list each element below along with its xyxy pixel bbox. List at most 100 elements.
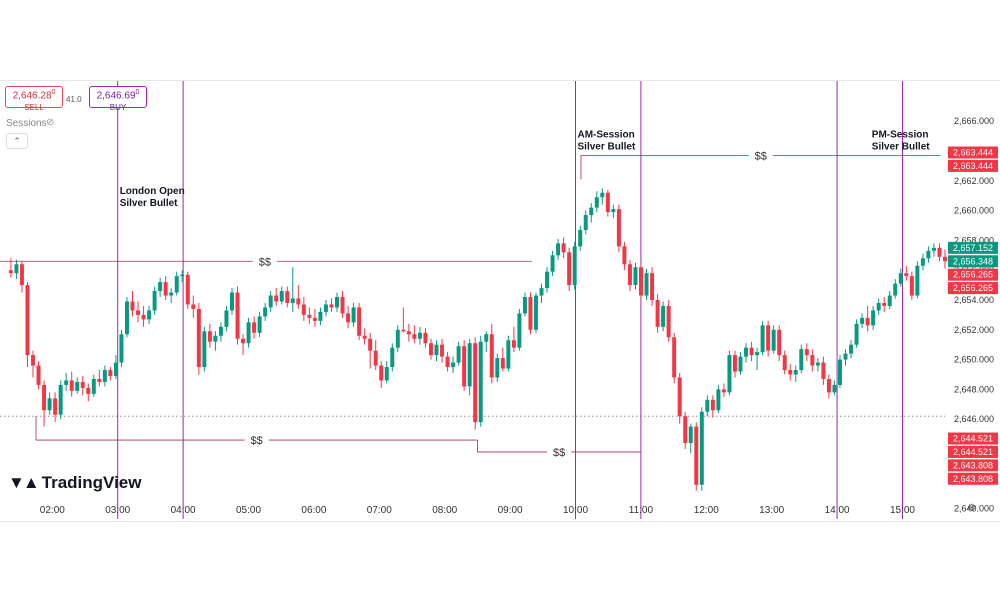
sell-label: SELL [24, 103, 44, 113]
candle-body [683, 416, 688, 444]
buy-price-button[interactable]: 2,646.690 BUY [89, 86, 147, 112]
candle-body [224, 310, 229, 327]
y-tick-label: 2,650.000 [954, 355, 994, 365]
candle-body [64, 380, 69, 385]
candle-body [694, 426, 699, 485]
session-annotation: London Open [120, 186, 185, 197]
candle-body [467, 343, 472, 387]
liquidity-label: $$ [251, 435, 263, 447]
price-tag-label: 2,656.348 [953, 256, 993, 266]
x-tick-label: 14:00 [825, 505, 850, 516]
candle-body [705, 399, 710, 412]
y-tick-label: 2,660.000 [954, 206, 994, 216]
candle-body [721, 389, 726, 393]
session-annotation: AM-Session [578, 130, 635, 141]
candle-body [91, 378, 96, 394]
x-tick-label: 02:00 [40, 505, 65, 516]
candle-body [771, 329, 776, 351]
candle-body [622, 246, 627, 265]
candle-body [340, 297, 345, 314]
eye-off-icon[interactable]: ⊘ [46, 117, 55, 128]
candle-body [489, 334, 494, 378]
candle-body [799, 349, 804, 371]
candle-body [263, 307, 268, 317]
y-tick-label: 2,666.000 [954, 116, 994, 126]
candle-body [782, 355, 787, 371]
candle-body [136, 310, 141, 315]
candle-body [755, 352, 760, 356]
candle-body [843, 353, 848, 360]
tradingview-logo-icon: ▼▲ [8, 473, 40, 492]
candle-body [368, 338, 373, 351]
candle-body [893, 283, 898, 296]
candle-body [80, 381, 85, 388]
candle-body [290, 298, 295, 303]
x-tick-label: 07:00 [367, 505, 392, 516]
candle-body [390, 347, 395, 368]
x-tick-label: 04:00 [171, 505, 196, 516]
x-tick-label: 05:00 [236, 505, 261, 516]
candle-body [749, 347, 754, 356]
candle-body [616, 209, 621, 247]
candle-body [169, 292, 174, 296]
sell-price-button[interactable]: 2,646.280 SELL [5, 86, 63, 112]
price-tag [948, 282, 998, 295]
candle-body [539, 288, 544, 296]
price-tag [948, 146, 998, 159]
price-tag-label: 2,656.265 [953, 283, 993, 293]
candle-body [213, 335, 218, 342]
spread-value: 41.0 [66, 95, 82, 104]
price-tag-label: 2,643.808 [953, 460, 993, 470]
candle-body [605, 192, 610, 213]
candle-body [246, 322, 251, 344]
candle-body [567, 252, 572, 286]
candle-body [865, 317, 870, 326]
candle-body [141, 314, 146, 320]
candle-body [158, 282, 163, 292]
y-tick-label: 2,648.000 [954, 384, 994, 394]
candle-body [379, 365, 384, 381]
candle-body [434, 344, 439, 356]
candle-body [473, 343, 478, 423]
candle-body [849, 344, 854, 354]
candle-body [528, 297, 533, 330]
candle-body [821, 362, 826, 379]
candle-body [550, 255, 555, 272]
candle-body [119, 334, 124, 363]
price-tag-label: 2,644.521 [953, 447, 993, 457]
candle-body [854, 323, 859, 345]
candle-body [898, 273, 903, 284]
candle-body [832, 384, 837, 393]
x-tick-label: 11:00 [629, 505, 654, 516]
candle-body [804, 349, 809, 356]
candle-body [937, 247, 942, 257]
candle-body [108, 370, 113, 376]
candle-body [58, 384, 63, 415]
x-tick-label: 10:00 [563, 505, 588, 516]
y-tick-label: 2,654.000 [954, 295, 994, 305]
y-tick-label: 2,646.000 [954, 414, 994, 424]
candle-body [335, 297, 339, 308]
chevron-up-icon[interactable]: ⌃ [6, 133, 28, 149]
candle-body [42, 384, 47, 411]
gear-icon[interactable]: ⚙ [967, 503, 976, 514]
price-tag-label: 2,663.444 [953, 161, 993, 171]
price-tag-label: 2,656.265 [953, 270, 993, 280]
candle-body [97, 378, 102, 382]
candle-body [766, 325, 771, 351]
candle-body [511, 340, 516, 348]
sessions-indicator-label[interactable]: Sessions [6, 118, 47, 129]
candle-body [235, 292, 240, 339]
candle-body [506, 340, 511, 369]
sell-price: 2,646.280 [12, 89, 56, 102]
liquidity-label: $$ [755, 150, 767, 162]
price-tag-label: 2,663.444 [953, 148, 993, 158]
price-tag-label: 2,644.521 [953, 434, 993, 444]
candle-body [75, 381, 80, 391]
candle-body [268, 295, 273, 308]
candle-body [163, 282, 168, 296]
candle-body [69, 380, 74, 391]
candle-body [318, 311, 323, 321]
candle-body [887, 295, 892, 306]
